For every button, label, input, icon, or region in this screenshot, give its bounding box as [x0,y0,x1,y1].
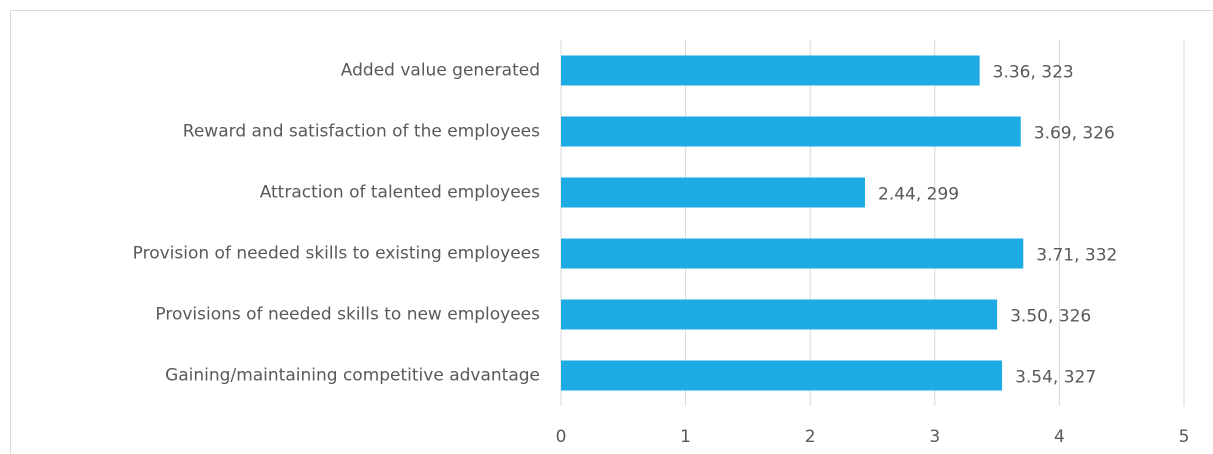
data-label: 2.44, 299 [878,185,959,205]
y-tick-label: Provisions of needed skills to new emplo… [155,305,540,325]
y-tick-label: Reward and satisfaction of the employees [183,122,540,142]
y-tick-label: Added value generated [341,61,540,81]
bar [561,238,1024,269]
x-tick-label: 3 [929,427,940,447]
x-tick-label: 2 [805,427,816,447]
x-tick-label: 4 [1054,427,1065,447]
data-label: 3.69, 326 [1034,124,1115,144]
bar [561,299,998,330]
chart-frame [10,10,1213,454]
data-label: 3.54, 327 [1015,368,1096,388]
y-tick-label: Provision of needed skills to existing e… [133,244,541,264]
x-tick-label: 5 [1179,427,1190,447]
bar [561,116,1021,147]
data-label: 3.71, 332 [1036,246,1117,266]
bar [561,55,980,86]
x-tick-label: 1 [680,427,691,447]
data-label: 3.36, 323 [993,63,1074,83]
bar [561,177,866,208]
data-label: 3.50, 326 [1010,307,1091,327]
y-tick-label: Attraction of talented employees [260,183,540,203]
bar [561,360,1003,391]
x-tick-label: 0 [556,427,567,447]
y-tick-label: Gaining/maintaining competitive advantag… [165,366,540,386]
